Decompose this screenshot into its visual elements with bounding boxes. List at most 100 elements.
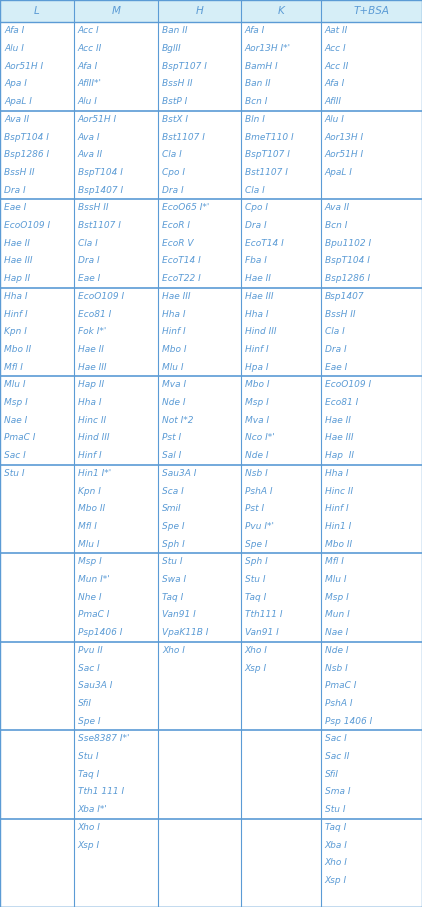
Text: K: K xyxy=(277,6,284,16)
Text: Mbo II: Mbo II xyxy=(78,504,105,513)
Text: Msp I: Msp I xyxy=(78,557,102,566)
Text: EcoO109 I: EcoO109 I xyxy=(4,221,50,230)
Text: Msp I: Msp I xyxy=(244,398,268,407)
Text: Sau3A I: Sau3A I xyxy=(78,681,112,690)
Text: Acc II: Acc II xyxy=(78,44,102,53)
Text: Cla I: Cla I xyxy=(325,327,344,336)
Text: Hha I: Hha I xyxy=(244,309,268,318)
Text: Apa I: Apa I xyxy=(4,80,27,89)
Text: Hind III: Hind III xyxy=(78,434,109,443)
Text: Eae I: Eae I xyxy=(325,363,347,372)
Text: Bsp1407 I: Bsp1407 I xyxy=(78,186,123,195)
Text: Kpn I: Kpn I xyxy=(4,327,27,336)
Text: Mfl I: Mfl I xyxy=(325,557,344,566)
Text: Bst1107 I: Bst1107 I xyxy=(78,221,121,230)
Bar xyxy=(158,0,241,22)
Text: Ban II: Ban II xyxy=(162,26,188,35)
Text: Afa I: Afa I xyxy=(4,26,24,35)
Text: Aor13H I: Aor13H I xyxy=(325,132,364,141)
Text: EcoT14 I: EcoT14 I xyxy=(162,257,201,266)
Text: Hap  II: Hap II xyxy=(325,451,354,460)
Text: Hin1 I: Hin1 I xyxy=(325,522,351,531)
Text: Hae III: Hae III xyxy=(162,292,191,301)
Text: Sau3A I: Sau3A I xyxy=(162,469,197,478)
Text: Mva I: Mva I xyxy=(244,415,269,424)
Text: BssH II: BssH II xyxy=(325,309,355,318)
Text: Pvu II: Pvu II xyxy=(78,646,103,655)
Text: Psp1406 I: Psp1406 I xyxy=(78,629,122,637)
Text: Hap II: Hap II xyxy=(78,380,104,389)
Text: Not I*2: Not I*2 xyxy=(162,415,194,424)
Text: Aat II: Aat II xyxy=(325,26,348,35)
Text: BspT104 I: BspT104 I xyxy=(78,168,123,177)
Text: Nde I: Nde I xyxy=(244,451,268,460)
Text: Cla I: Cla I xyxy=(244,186,264,195)
Text: Aor51H I: Aor51H I xyxy=(78,115,117,124)
Text: Eco81 I: Eco81 I xyxy=(78,309,111,318)
Bar xyxy=(241,0,321,22)
Text: Mlu I: Mlu I xyxy=(325,575,346,584)
Text: Acc I: Acc I xyxy=(78,26,100,35)
Text: Sac I: Sac I xyxy=(78,664,100,673)
Text: AflII*': AflII*' xyxy=(78,80,102,89)
Text: SfiI: SfiI xyxy=(325,770,339,779)
Text: Pst I: Pst I xyxy=(244,504,264,513)
Text: Sph I: Sph I xyxy=(162,540,185,549)
Text: Acc I: Acc I xyxy=(325,44,346,53)
Text: PshA I: PshA I xyxy=(325,699,352,708)
Text: Stu I: Stu I xyxy=(325,805,345,814)
Text: Hha I: Hha I xyxy=(162,309,186,318)
Text: Dra I: Dra I xyxy=(244,221,266,230)
Text: Bsp1286 I: Bsp1286 I xyxy=(325,274,370,283)
Text: Bst1107 I: Bst1107 I xyxy=(162,132,205,141)
Text: BssH II: BssH II xyxy=(162,80,193,89)
Text: SmiI: SmiI xyxy=(162,504,182,513)
Text: SfiI: SfiI xyxy=(78,699,92,708)
Text: PmaC I: PmaC I xyxy=(325,681,356,690)
Text: BssH II: BssH II xyxy=(4,168,35,177)
Text: BspT107 I: BspT107 I xyxy=(244,151,289,160)
Text: Psp 1406 I: Psp 1406 I xyxy=(325,717,372,726)
Text: BspT104 I: BspT104 I xyxy=(325,257,370,266)
Text: Dra I: Dra I xyxy=(78,257,100,266)
Text: Sal I: Sal I xyxy=(162,451,181,460)
Text: Fba I: Fba I xyxy=(244,257,266,266)
Text: Taq I: Taq I xyxy=(244,593,266,601)
Text: Mbo I: Mbo I xyxy=(162,345,187,354)
Text: Hinc II: Hinc II xyxy=(78,415,106,424)
Text: Xsp I: Xsp I xyxy=(244,664,267,673)
Text: Xba I: Xba I xyxy=(325,841,348,850)
Text: BstX I: BstX I xyxy=(162,115,188,124)
Text: Hinf I: Hinf I xyxy=(162,327,186,336)
Text: Aor51H I: Aor51H I xyxy=(4,62,43,71)
Text: Sph I: Sph I xyxy=(244,557,267,566)
Text: Dra I: Dra I xyxy=(162,186,184,195)
Text: EcoO65 I*': EcoO65 I*' xyxy=(162,203,210,212)
Text: EcoO109 I: EcoO109 I xyxy=(325,380,371,389)
Text: Hae III: Hae III xyxy=(78,363,106,372)
Text: Stu I: Stu I xyxy=(4,469,24,478)
Text: Tth111 I: Tth111 I xyxy=(244,610,282,619)
Text: Ban II: Ban II xyxy=(244,80,270,89)
Text: Spe I: Spe I xyxy=(162,522,185,531)
Text: Mlu I: Mlu I xyxy=(162,363,184,372)
Text: Bsp1286 I: Bsp1286 I xyxy=(4,151,49,160)
Text: Hpa I: Hpa I xyxy=(244,363,268,372)
Text: Aor51H I: Aor51H I xyxy=(325,151,364,160)
Text: EcoR I: EcoR I xyxy=(162,221,190,230)
Text: Bsp1407: Bsp1407 xyxy=(325,292,364,301)
Text: Cpo I: Cpo I xyxy=(244,203,268,212)
Text: Pvu I*': Pvu I*' xyxy=(244,522,273,531)
Text: Hinc II: Hinc II xyxy=(325,486,353,495)
Text: Mun I*': Mun I*' xyxy=(78,575,110,584)
Text: Ava II: Ava II xyxy=(4,115,29,124)
Text: Hin1 I*': Hin1 I*' xyxy=(78,469,111,478)
Text: Cla I: Cla I xyxy=(78,239,97,248)
Text: Alu I: Alu I xyxy=(78,97,98,106)
Text: Van91 I: Van91 I xyxy=(244,629,278,637)
Text: Hinf I: Hinf I xyxy=(325,504,348,513)
Text: Xba I*': Xba I*' xyxy=(78,805,108,814)
Text: Ava II: Ava II xyxy=(325,203,350,212)
Text: Xho I: Xho I xyxy=(162,646,185,655)
Text: Xho I: Xho I xyxy=(325,858,348,867)
